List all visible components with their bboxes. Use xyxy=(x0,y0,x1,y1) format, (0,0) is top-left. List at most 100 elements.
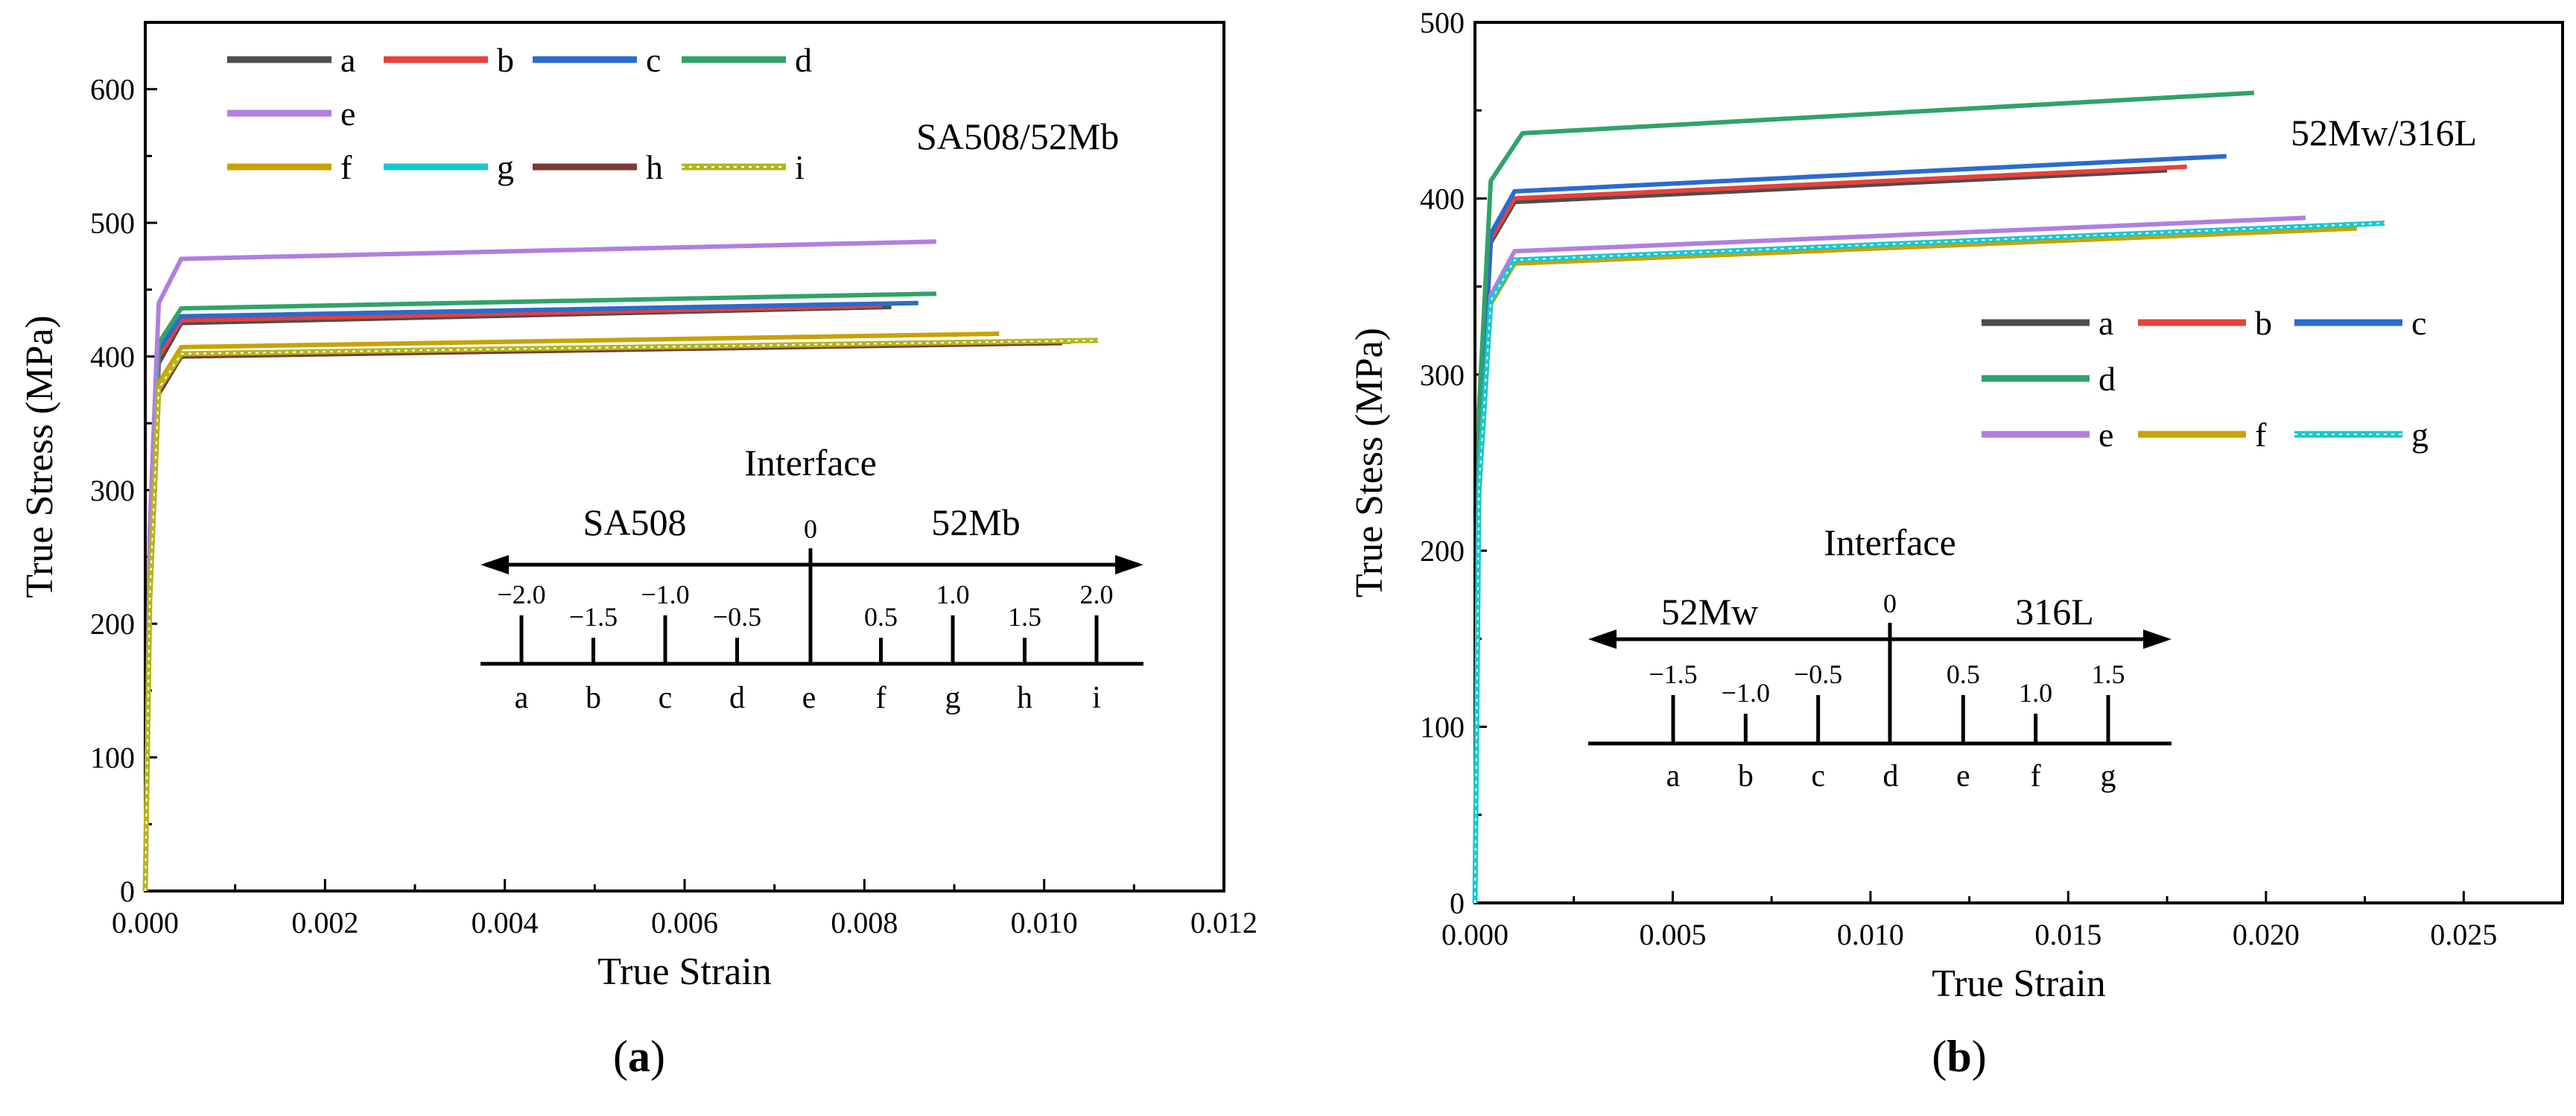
x-tick-label: 0.004 xyxy=(472,906,539,939)
inset-value-c: −1.0 xyxy=(641,580,689,609)
x-tick-label: 0.006 xyxy=(651,906,718,939)
legend-label-d: d xyxy=(2098,360,2116,398)
panel-tag: (a) xyxy=(613,1032,665,1081)
inset-title: Interface xyxy=(1824,521,1956,563)
inset-value-c: −0.5 xyxy=(1794,659,1842,689)
inset-arrow-left xyxy=(1588,630,1617,649)
legend-label-e: e xyxy=(2098,416,2113,454)
series-dots-g xyxy=(1474,222,2385,904)
y-tick-label: 200 xyxy=(90,607,135,641)
inset-letter-a: a xyxy=(515,681,529,715)
inset-right-material: 52Mb xyxy=(931,501,1020,543)
legend-label-a: a xyxy=(340,41,355,79)
x-tick-label: 0.010 xyxy=(1837,918,1904,951)
y-tick-label: 0 xyxy=(120,875,135,908)
x-tick-label: 0.008 xyxy=(831,906,898,939)
inset-arrow-left xyxy=(480,555,509,574)
y-tick-label: 600 xyxy=(90,73,135,107)
y-tick-label: 0 xyxy=(1450,887,1465,920)
inset-zero-label: 0 xyxy=(1883,589,1897,618)
legend-label-c: c xyxy=(646,41,661,79)
inset-value-e: 0.5 xyxy=(1947,659,1980,689)
legend-label-g: g xyxy=(2411,416,2429,454)
x-tick-label: 0.025 xyxy=(2430,918,2497,951)
x-tick-label: 0.010 xyxy=(1011,906,1078,939)
inset-value-h: 1.5 xyxy=(1008,602,1041,632)
material-label: SA508/52Mb xyxy=(916,115,1119,157)
y-tick-label: 500 xyxy=(90,206,135,240)
x-tick-label: 0.015 xyxy=(2034,918,2101,951)
inset-value-g: 1.5 xyxy=(2092,659,2125,689)
chart-panel-b: 0.000 0.005 0.010 0.015 0.020 0.025 0 100 200 300… xyxy=(1348,6,2564,1081)
inset-letter-f: f xyxy=(2031,759,2041,793)
y-tick-label: 300 xyxy=(1420,358,1465,392)
inset-letter-e: e xyxy=(802,681,816,715)
inset-letter-b: b xyxy=(586,681,601,715)
inset-zero-label: 0 xyxy=(804,514,817,544)
interface-inset: Interface SA508 52Mb 0 −2.0 a −1.5 b −1.0 c −0.5 d e… xyxy=(480,442,1143,715)
inset-value-d: −0.5 xyxy=(713,602,761,632)
inset-letter-g: g xyxy=(2101,759,2116,793)
x-tick-label: 0.002 xyxy=(291,906,358,939)
y-tick-label: 100 xyxy=(1420,711,1465,744)
y-tick-label: 100 xyxy=(90,741,135,775)
inset-letter-g: g xyxy=(945,681,961,715)
inset-value-i: 2.0 xyxy=(1080,580,1114,609)
inset-letter-d: d xyxy=(729,681,745,715)
legend-label-h: h xyxy=(646,148,663,186)
series-line-i xyxy=(142,337,1099,892)
y-tick-label: 500 xyxy=(1420,6,1465,39)
inset-value-b: −1.0 xyxy=(1722,678,1770,708)
legend-label-e: e xyxy=(340,95,355,133)
inset-letter-c: c xyxy=(1811,759,1825,793)
series-line-f xyxy=(1473,226,2358,904)
inset-letter-c: c xyxy=(659,681,673,715)
inset-letter-b: b xyxy=(1738,759,1754,793)
y-tick-label: 400 xyxy=(90,340,135,373)
inset-right-material: 316L xyxy=(2015,591,2094,632)
interface-inset: Interface 52Mw 316L 0 −1.5 a −1.0 b −0.5 c d 0.5 e 1.… xyxy=(1588,521,2171,793)
series-dots-i xyxy=(145,339,1099,892)
y-tick-label: 400 xyxy=(1420,182,1465,215)
inset-letter-d: d xyxy=(1883,759,1899,793)
inset-title: Interface xyxy=(744,442,877,484)
plot-frame xyxy=(1473,21,2564,904)
y-tick-label: 200 xyxy=(1420,534,1465,568)
inset-arrow-right xyxy=(1115,555,1143,574)
legend-label-g: g xyxy=(497,148,514,186)
inset-letter-i: i xyxy=(1092,681,1101,715)
x-axis-title: True Strain xyxy=(597,951,772,993)
inset-left-material: 52Mw xyxy=(1661,591,1759,632)
inset-value-f: 1.0 xyxy=(2019,678,2052,708)
legend-label-b: b xyxy=(2255,304,2272,342)
inset-letter-h: h xyxy=(1017,681,1032,715)
x-tick-label: 0.005 xyxy=(1639,918,1706,951)
legend-label-c: c xyxy=(2411,304,2426,342)
inset-letter-a: a xyxy=(1666,759,1681,793)
inset-value-f: 0.5 xyxy=(864,602,898,632)
inset-value-b: −1.5 xyxy=(569,602,618,632)
inset-arrow-right xyxy=(2143,630,2171,649)
x-tick-label: 0.012 xyxy=(1190,906,1257,939)
inset-value-a: −2.0 xyxy=(497,580,545,609)
x-tick-label: 0.000 xyxy=(112,906,179,939)
inset-letter-f: f xyxy=(876,681,886,715)
inset-value-g: 1.0 xyxy=(936,580,970,609)
inset-left-material: SA508 xyxy=(583,501,687,543)
inset-letter-e: e xyxy=(1956,759,1970,793)
panel-tag: (b) xyxy=(1932,1032,1986,1081)
y-tick-label: 300 xyxy=(90,474,135,507)
legend-label-f: f xyxy=(340,148,352,186)
legend-label-d: d xyxy=(795,41,812,79)
material-label: 52Mw/316L xyxy=(2291,112,2477,153)
legend-label-i: i xyxy=(795,148,805,186)
y-axis-title: True Stess (MPa) xyxy=(1348,328,1391,597)
legend-label-a: a xyxy=(2098,304,2113,342)
chart-panel-a: 0.000 0.002 0.004 0.006 0.008 0.010 0.012 0 100 2… xyxy=(19,21,1257,1081)
x-tick-label: 0.020 xyxy=(2233,918,2300,951)
series-line-d xyxy=(1473,90,2255,904)
x-tick-label: 0.000 xyxy=(1441,918,1509,951)
x-axis-title: True Strain xyxy=(1932,963,2106,1005)
legend-label-f: f xyxy=(2255,416,2267,454)
